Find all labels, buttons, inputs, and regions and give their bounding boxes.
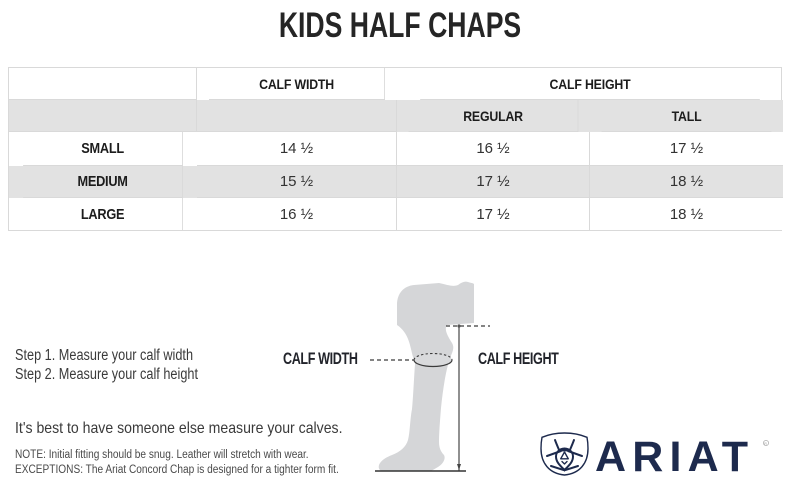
svg-text:R: R	[764, 442, 767, 446]
svg-text:ARIAT: ARIAT	[595, 433, 754, 481]
